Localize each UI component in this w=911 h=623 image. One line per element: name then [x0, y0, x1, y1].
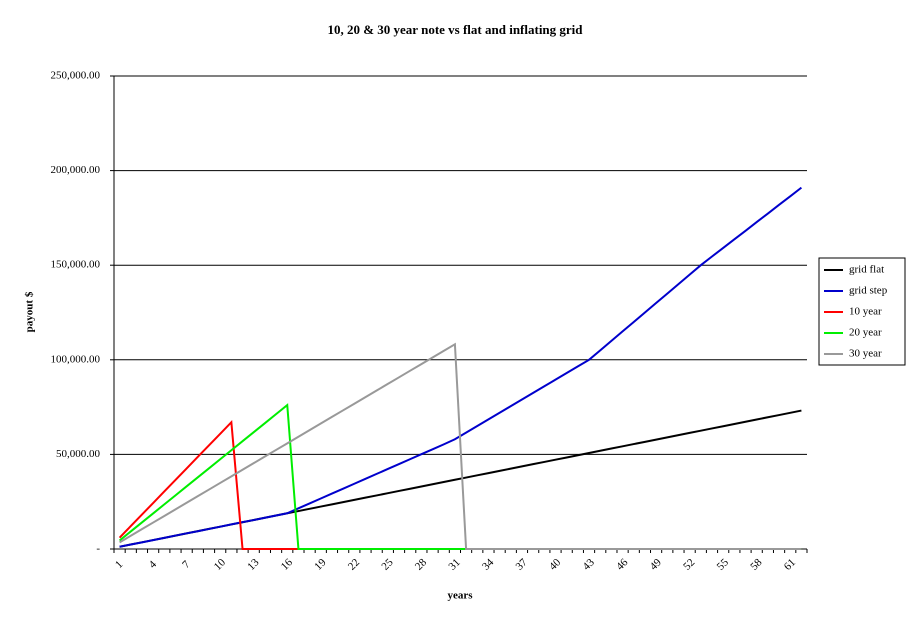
y-tick-label: -	[96, 543, 100, 555]
series-line	[119, 186, 803, 548]
x-axis-title: years	[447, 590, 473, 602]
legend-label: 10 year	[849, 306, 882, 318]
y-tick-label: 100,000.00	[51, 353, 101, 365]
chart-title: 10, 20 & 30 year note vs flat and inflat…	[327, 22, 583, 37]
x-tick-label: 58	[748, 556, 765, 573]
x-tick-label: 37	[514, 556, 531, 573]
x-tick-label: 28	[413, 556, 430, 573]
x-tick-label: 61	[782, 557, 798, 573]
x-tick-label: 7	[180, 558, 193, 571]
legend-label: grid flat	[849, 264, 884, 276]
series-line	[119, 342, 802, 550]
x-tick-label: 43	[581, 556, 598, 573]
x-tick-label: 22	[346, 557, 362, 573]
x-tick-label: 46	[614, 556, 631, 573]
y-axis-title: payout $	[24, 291, 36, 332]
legend-label: grid step	[849, 285, 888, 297]
x-tick-label: 34	[480, 556, 497, 573]
series-line	[118, 403, 802, 550]
x-tick-label: 4	[147, 558, 160, 571]
x-tick-label: 16	[279, 556, 296, 573]
x-tick-label: 52	[681, 557, 697, 573]
x-tick-label: 31	[446, 557, 462, 573]
x-tick-label: 49	[648, 556, 665, 573]
y-tick-label: 150,000.00	[51, 259, 101, 271]
x-tick-label: 10	[212, 556, 229, 573]
x-tick-label: 1	[113, 558, 125, 570]
y-tick-label: 250,000.00	[51, 70, 101, 82]
y-tick-label: 200,000.00	[51, 164, 101, 176]
x-tick-label: 55	[715, 556, 732, 573]
x-tick-label: 40	[547, 556, 564, 573]
y-tick-label: 50,000.00	[56, 448, 101, 460]
x-tick-label: 13	[245, 556, 262, 573]
x-tick-label: 25	[379, 556, 396, 573]
legend-label: 30 year	[849, 348, 882, 360]
x-tick-label: 19	[312, 556, 329, 573]
legend-label: 20 year	[849, 327, 882, 339]
